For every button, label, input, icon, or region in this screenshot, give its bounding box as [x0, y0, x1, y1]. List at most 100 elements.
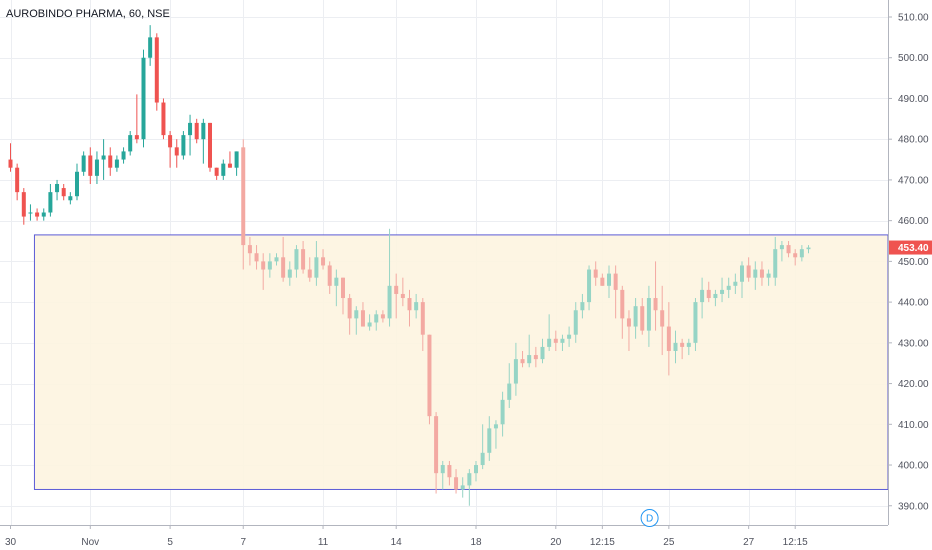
candle-body	[587, 269, 592, 303]
candle	[779, 241, 784, 262]
candle-body	[8, 159, 13, 168]
candle-body	[533, 355, 538, 360]
candle-body	[786, 245, 791, 254]
candle-body	[573, 310, 578, 335]
candle-body	[673, 342, 678, 351]
candle-body	[28, 212, 33, 214]
candle-body	[567, 334, 572, 339]
candle-body	[254, 253, 259, 262]
candle	[520, 350, 525, 368]
candle	[227, 151, 232, 168]
candle	[314, 241, 319, 286]
candle	[567, 326, 572, 347]
candle-body	[15, 167, 20, 193]
last-price-tag-bg	[889, 240, 932, 255]
candle	[360, 302, 365, 327]
candle-body	[188, 122, 193, 136]
candle	[114, 155, 119, 172]
price-tick-label: 400.00	[898, 461, 929, 472]
candle-body	[407, 298, 412, 311]
candle-body	[766, 273, 771, 278]
candle-body	[367, 322, 372, 327]
candle-body	[21, 192, 26, 217]
candle	[148, 25, 153, 66]
price-tick-label: 470.00	[898, 175, 929, 186]
candlestick-series	[8, 25, 811, 506]
candle-body	[247, 245, 252, 254]
candle-body	[81, 155, 86, 172]
time-tick-label: 12:15	[590, 537, 615, 548]
candle	[474, 460, 478, 482]
date-marker[interactable]: D	[640, 509, 659, 527]
candle-body	[520, 359, 525, 364]
candle	[573, 302, 578, 343]
candle	[267, 253, 272, 278]
candle	[88, 147, 93, 184]
candle-body	[307, 269, 312, 278]
candle-body	[354, 310, 359, 319]
chart-title: AUROBINDO PHARMA, 60, NSE	[6, 8, 170, 20]
candle	[480, 424, 485, 470]
candle-body	[527, 355, 532, 364]
candle-body	[154, 37, 159, 103]
candle	[740, 261, 744, 299]
candle-body	[700, 289, 705, 303]
zone-rectangle[interactable]	[33, 234, 889, 490]
candle-body	[61, 188, 66, 197]
candle	[713, 289, 718, 307]
date-marker-circle[interactable]	[640, 509, 659, 527]
candle-body	[480, 452, 485, 466]
candle-body	[753, 269, 758, 278]
price-tick-label: 490.00	[898, 94, 929, 105]
time-tick-label: 11	[318, 537, 329, 548]
candle-body	[287, 269, 292, 278]
candle	[434, 412, 439, 494]
candle-body	[181, 135, 186, 156]
candle-body	[334, 277, 339, 286]
candle-body	[773, 249, 778, 278]
time-tick-label: 25	[663, 537, 675, 548]
candle	[467, 469, 472, 506]
candle-body	[633, 306, 638, 327]
candle	[580, 293, 585, 319]
candle-body	[607, 273, 611, 286]
candle-body	[294, 249, 299, 270]
candle	[141, 49, 146, 148]
support-resistance-zone[interactable]	[33, 234, 889, 490]
candle	[640, 298, 645, 335]
candle-body	[513, 359, 518, 384]
candle	[666, 302, 671, 376]
candle-body	[400, 293, 405, 299]
candle	[68, 192, 73, 205]
candle	[121, 147, 126, 164]
candle	[527, 334, 532, 368]
candle	[806, 245, 811, 254]
candle-body	[613, 273, 618, 290]
candle	[341, 277, 345, 315]
candle-body	[148, 37, 153, 58]
candle-body	[507, 383, 512, 400]
candle	[733, 273, 738, 294]
candle-body	[227, 163, 232, 168]
candle	[726, 277, 731, 299]
candle-body	[48, 192, 53, 213]
candle-body	[347, 298, 352, 319]
candle	[766, 269, 771, 286]
candle	[460, 477, 465, 498]
price-tick-label: 420.00	[898, 379, 929, 390]
price-tick-label: 390.00	[898, 501, 929, 512]
candle-body	[560, 338, 565, 343]
candle-body	[779, 245, 784, 250]
candle-body	[420, 302, 425, 335]
candle-body	[174, 147, 179, 156]
candle	[533, 346, 538, 368]
candle	[8, 143, 13, 172]
candle	[613, 265, 618, 319]
candle-body	[493, 424, 498, 429]
candle-body	[653, 298, 658, 311]
candle-body	[194, 122, 199, 140]
candle	[55, 179, 60, 201]
candle-body	[214, 167, 219, 176]
candle-body	[740, 265, 744, 282]
